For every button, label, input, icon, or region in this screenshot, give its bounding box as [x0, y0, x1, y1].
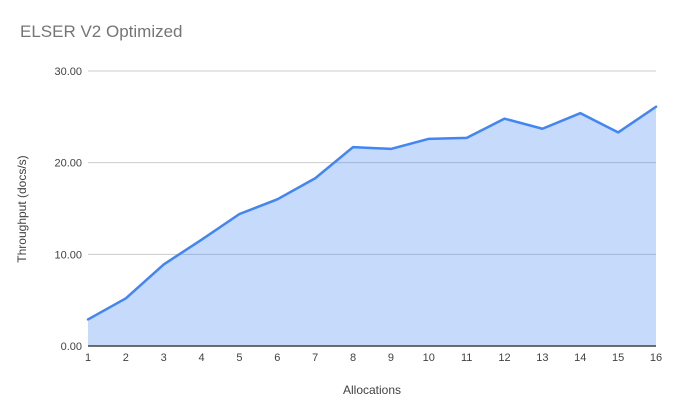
x-tick-label: 3: [161, 352, 167, 364]
x-axis-title: Allocations: [342, 383, 402, 397]
x-tick-label: 4: [199, 352, 205, 364]
y-tick-label: 20.00: [54, 158, 82, 170]
x-tick-label: 10: [423, 352, 435, 364]
series-area: [88, 106, 656, 346]
x-tick-label: 14: [574, 352, 586, 364]
x-tick-label: 15: [612, 352, 624, 364]
series-line: [86, 105, 658, 321]
x-tick-label: 5: [236, 352, 242, 364]
x-tick-label: 8: [350, 352, 356, 364]
x-tick-label: 7: [312, 352, 318, 364]
chart-title: ELSER V2 Optimized: [20, 22, 183, 41]
x-tick-label: 9: [388, 352, 394, 364]
x-tick-label: 12: [498, 352, 510, 364]
x-tick-label: 2: [123, 352, 129, 364]
x-tick-label: 11: [461, 352, 472, 364]
y-tick-label: 10.00: [54, 249, 82, 261]
y-tick-label: 0.00: [61, 341, 82, 353]
x-tick-label: 1: [85, 352, 91, 364]
x-tick-label: 6: [274, 352, 280, 364]
x-tick-label: 13: [536, 352, 548, 364]
y-tick-label: 30.00: [54, 66, 82, 78]
x-tick-label: 16: [650, 352, 662, 364]
